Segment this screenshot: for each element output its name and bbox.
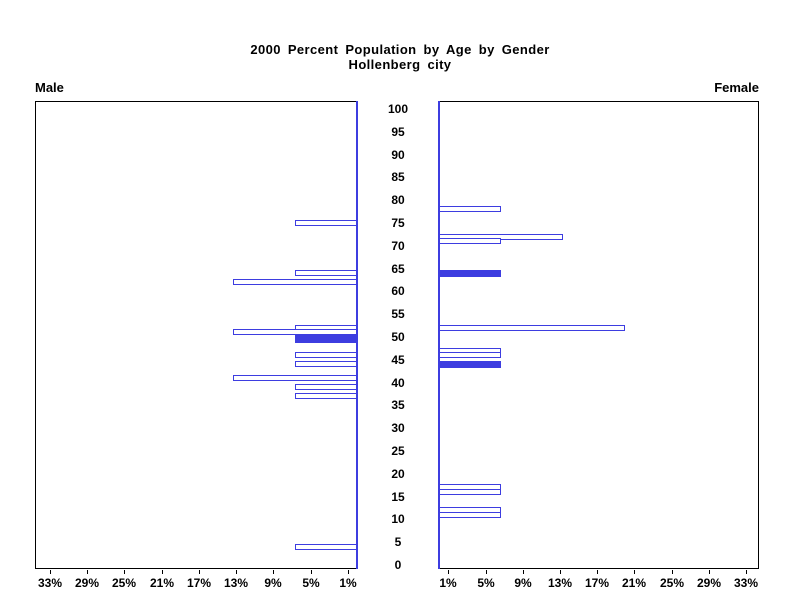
age-tick-label: 55 xyxy=(391,307,405,321)
age-tick-label: 100 xyxy=(387,102,409,116)
male-pct-tick xyxy=(162,570,163,574)
female-pct-tick-label: 29% xyxy=(696,576,722,590)
male-pct-tick xyxy=(236,570,237,574)
female-bar-age-78 xyxy=(439,206,501,212)
male-pct-tick xyxy=(273,570,274,574)
age-tick-label: 15 xyxy=(391,490,405,504)
male-bar-age-37 xyxy=(295,393,357,399)
female-bar-age-71 xyxy=(439,238,501,244)
female-pct-tick xyxy=(486,570,487,574)
male-pct-tick-label: 5% xyxy=(302,576,320,590)
male-bar-age-39 xyxy=(295,384,357,390)
male-bar-age-49.5 xyxy=(295,335,357,343)
female-bar-age-16 xyxy=(439,489,501,495)
female-panel-label: Female xyxy=(714,80,759,95)
female-bar-age-11 xyxy=(439,512,501,518)
age-tick-label: 60 xyxy=(391,284,405,298)
female-pct-tick xyxy=(523,570,524,574)
female-pct-tick xyxy=(448,570,449,574)
age-tick-label: 95 xyxy=(391,125,405,139)
male-bar-age-41 xyxy=(233,375,357,381)
age-tick-label: 70 xyxy=(391,239,405,253)
male-bar-age-4 xyxy=(295,544,357,550)
female-pct-tick-label: 25% xyxy=(659,576,685,590)
age-tick-label: 80 xyxy=(391,193,405,207)
age-tick-label: 85 xyxy=(391,170,405,184)
age-tick-label: 45 xyxy=(391,353,405,367)
male-bar-age-62 xyxy=(233,279,357,285)
female-pct-tick-label: 1% xyxy=(439,576,457,590)
male-pct-tick xyxy=(50,570,51,574)
age-tick-label: 90 xyxy=(391,148,405,162)
male-panel-label: Male xyxy=(35,80,64,95)
female-pct-tick xyxy=(634,570,635,574)
female-pct-tick xyxy=(746,570,747,574)
age-tick-label: 20 xyxy=(391,467,405,481)
female-pct-tick xyxy=(560,570,561,574)
male-pct-tick-label: 25% xyxy=(111,576,137,590)
male-pct-tick xyxy=(124,570,125,574)
female-pct-tick-label: 21% xyxy=(621,576,647,590)
age-tick-label: 5 xyxy=(394,535,402,549)
female-pct-tick-label: 33% xyxy=(733,576,759,590)
male-pct-tick xyxy=(199,570,200,574)
female-pct-tick xyxy=(597,570,598,574)
male-pct-tick-label: 9% xyxy=(264,576,282,590)
male-bar-age-46 xyxy=(295,352,357,358)
age-tick-label: 10 xyxy=(391,512,405,526)
chart-title: 2000 Percent Population by Age by Gender xyxy=(250,42,550,57)
male-pct-tick-label: 1% xyxy=(339,576,357,590)
age-tick-label: 40 xyxy=(391,376,405,390)
male-bar-age-75 xyxy=(295,220,357,226)
female-bar-age-52 xyxy=(439,325,625,331)
male-bar-age-64 xyxy=(295,270,357,276)
male-pct-tick xyxy=(311,570,312,574)
male-pct-tick-label: 33% xyxy=(37,576,63,590)
female-pct-tick xyxy=(709,570,710,574)
male-bar-age-44 xyxy=(295,361,357,367)
chart-subtitle: Hollenberg city xyxy=(348,57,452,72)
age-tick-label: 0 xyxy=(394,558,402,572)
age-tick-label: 50 xyxy=(391,330,405,344)
male-pct-tick-label: 17% xyxy=(186,576,212,590)
female-pct-tick-label: 5% xyxy=(477,576,495,590)
age-tick-label: 25 xyxy=(391,444,405,458)
male-pct-tick xyxy=(87,570,88,574)
male-bar-age-51 xyxy=(233,329,357,335)
male-pct-tick xyxy=(348,570,349,574)
age-tick-label: 35 xyxy=(391,398,405,412)
female-bar-age-44 xyxy=(439,361,501,368)
female-zero-axis xyxy=(438,101,440,569)
female-bar-age-64 xyxy=(439,270,501,277)
male-pct-tick-label: 29% xyxy=(74,576,100,590)
female-pct-tick-label: 17% xyxy=(584,576,610,590)
female-bar-age-46 xyxy=(439,352,501,358)
female-bar-age-72 xyxy=(439,234,563,240)
age-tick-label: 75 xyxy=(391,216,405,230)
female-pct-tick xyxy=(672,570,673,574)
age-tick-label: 65 xyxy=(391,262,405,276)
female-pct-tick-label: 13% xyxy=(547,576,573,590)
male-pct-tick-label: 21% xyxy=(149,576,175,590)
female-pct-tick-label: 9% xyxy=(514,576,532,590)
female-panel-frame xyxy=(439,101,759,569)
male-zero-axis xyxy=(356,101,358,569)
male-pct-tick-label: 13% xyxy=(223,576,249,590)
age-tick-label: 30 xyxy=(391,421,405,435)
